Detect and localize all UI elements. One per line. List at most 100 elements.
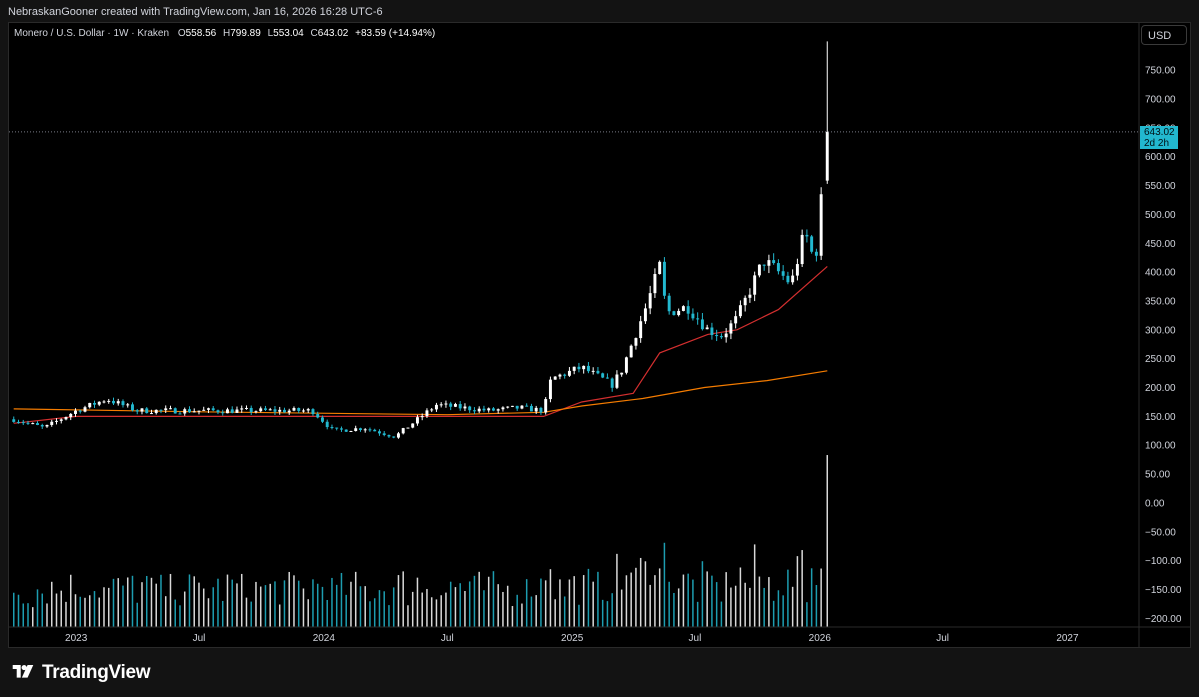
price-tick-label: 50.00 [1145,470,1170,481]
price-tick-label: 250.00 [1145,354,1176,365]
price-tick-label: 150.00 [1145,412,1176,423]
candle-body [477,408,481,412]
candle-body [150,413,153,415]
volume-bar [826,455,829,627]
volume-bar [150,577,153,627]
volume-bar [141,582,143,627]
candle-body [639,321,643,339]
candle-body [273,409,277,412]
price-tick-label: 600.00 [1145,152,1176,163]
volume-bar [84,597,86,627]
tradingview-brand[interactable]: TradingView [10,662,151,684]
chart-pane[interactable] [8,22,1191,648]
candle-body [544,399,548,413]
volume-bar [202,588,205,627]
volume-bar [41,593,43,627]
candle-body [667,295,671,312]
candle-body [643,308,647,322]
candle-body [757,264,761,276]
candle-body [154,409,158,414]
volume-bar [274,581,276,627]
candle-body [377,431,381,434]
candle-body [259,408,263,412]
candle-body [786,275,790,283]
price-tick-label: 0.00 [1145,498,1165,509]
candle-body [734,316,738,324]
volume-bar [12,592,15,627]
volume-bar [307,599,309,627]
candle-body [358,428,362,431]
volume-bar [392,587,395,627]
candle-body [681,306,685,311]
candle-body [710,327,714,336]
volume-bar [772,600,775,627]
volume-bar [50,581,53,627]
volume-bar [563,596,566,627]
candle-body [50,421,54,425]
candle-body [249,407,253,413]
volume-bar [692,579,694,627]
volume-bar [74,594,77,627]
candle-body [202,409,206,411]
candle-body [743,297,747,306]
candle-body [306,409,310,411]
volume-bar [107,587,110,627]
volume-bar [255,581,257,627]
candle-body [567,370,571,376]
volume-bar [673,592,675,627]
candle-body [278,409,282,412]
candle-body [472,410,476,412]
volume-bar [145,575,148,627]
volume-bar [240,573,243,627]
candle-body [12,419,16,422]
candle-body [40,424,44,427]
candle-body [658,261,662,275]
candle-body [506,406,510,408]
volume-bar [445,592,447,627]
currency-button[interactable]: USD [1141,25,1187,45]
volume-bar [421,592,423,627]
candle-body [539,407,543,413]
volume-bar [654,575,656,627]
candle-body [634,338,638,346]
volume-bar [782,595,784,627]
price-tick-label: 700.00 [1145,95,1176,106]
candle-body [17,421,20,423]
volume-bar [787,569,789,627]
candle-body [439,404,443,406]
candle-body [624,357,628,373]
candle-body [425,410,429,417]
candle-body [26,422,30,424]
candle-body [188,409,191,413]
legend-open-label: O [178,28,186,39]
volume-bar [60,590,62,627]
price-tick-label: 750.00 [1145,66,1176,77]
candle-body [463,406,467,409]
candle-body [605,377,609,379]
price-tick-label: 550.00 [1145,181,1176,192]
volume-bar [378,590,381,627]
candle-body [240,408,244,410]
price-tick-label: 450.00 [1145,239,1176,250]
price-tick-label: 350.00 [1145,296,1176,307]
price-tick-label: 500.00 [1145,210,1176,221]
candle-body [282,409,286,413]
last-price-value: 643.02 [1144,126,1175,138]
candle-body [330,427,334,429]
volume-bar [198,582,200,627]
volume-bar [373,598,376,627]
volume-bar [302,588,305,627]
volume-bar [464,590,466,627]
volume-bar [207,598,210,627]
candle-body [572,366,576,371]
candle-body [444,403,448,405]
candle-body [216,410,220,413]
candle-body [705,327,709,330]
candle-body [800,234,804,265]
volume-bar [122,585,124,627]
brand-name: TradingView [42,662,151,683]
volume-bar [521,603,523,627]
volume-bar [540,578,542,627]
volume-bar [554,599,556,627]
